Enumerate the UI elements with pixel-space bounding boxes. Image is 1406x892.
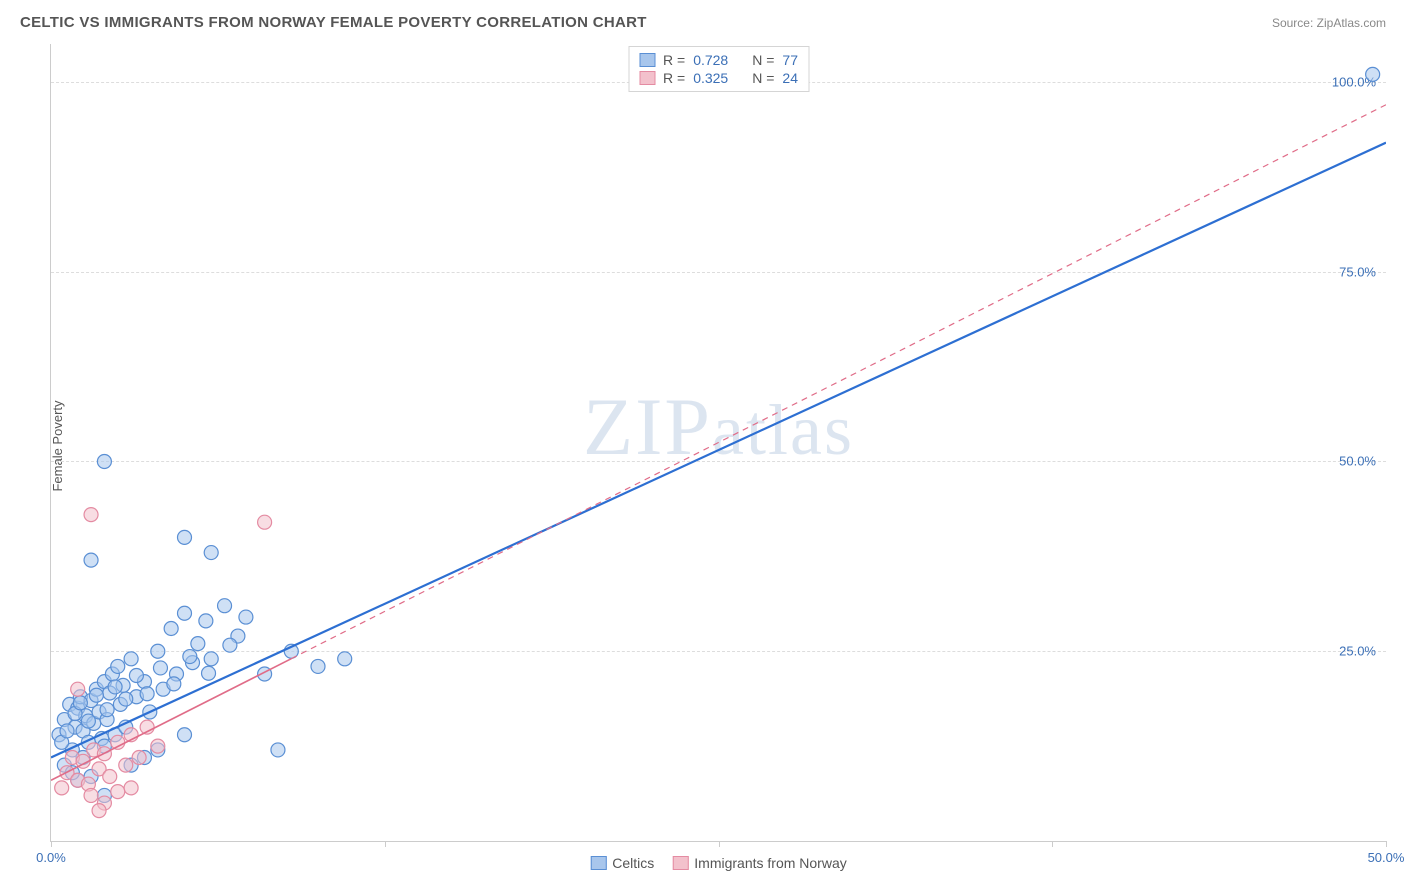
data-point (84, 508, 98, 522)
trend-line-dashed (291, 105, 1386, 659)
legend-item-celtics: Celtics (590, 855, 654, 871)
data-point (191, 637, 205, 651)
r-value-norway: 0.325 (693, 70, 728, 86)
legend-item-norway: Immigrants from Norway (672, 855, 846, 871)
source-attribution: Source: ZipAtlas.com (1272, 16, 1386, 30)
data-point (204, 546, 218, 560)
data-point (271, 743, 285, 757)
legend-row-celtics: R = 0.728 N = 77 (639, 51, 798, 69)
n-label: N = (752, 52, 774, 68)
data-point (111, 785, 125, 799)
n-value-norway: 24 (782, 70, 798, 86)
legend-row-norway: R = 0.325 N = 24 (639, 69, 798, 87)
data-point (167, 677, 181, 691)
n-value-celtics: 77 (782, 52, 798, 68)
data-point (132, 751, 146, 765)
swatch-celtics (639, 53, 655, 67)
data-point (199, 614, 213, 628)
data-point (151, 644, 165, 658)
chart-title: CELTIC VS IMMIGRANTS FROM NORWAY FEMALE … (20, 14, 647, 31)
data-point (183, 650, 197, 664)
data-point (164, 621, 178, 635)
data-point (119, 692, 133, 706)
xtick (1052, 841, 1053, 847)
data-point (124, 652, 138, 666)
scatter-svg (51, 44, 1386, 841)
xtick-label: 50.0% (1368, 850, 1405, 865)
xtick (51, 841, 52, 847)
data-point (178, 728, 192, 742)
data-point (223, 638, 237, 652)
data-point (97, 454, 111, 468)
data-point (129, 669, 143, 683)
data-point (81, 714, 95, 728)
r-label: R = (663, 52, 685, 68)
chart-plot-area: ZIPatlas R = 0.728 N = 77 R = 0.325 N = … (50, 44, 1386, 842)
correlation-legend: R = 0.728 N = 77 R = 0.325 N = 24 (628, 46, 809, 92)
swatch-celtics-icon (590, 856, 606, 870)
trend-line-solid (51, 143, 1386, 758)
data-point (202, 666, 216, 680)
data-point (178, 530, 192, 544)
data-point (119, 758, 133, 772)
series-legend: Celtics Immigrants from Norway (590, 855, 846, 871)
data-point (60, 724, 74, 738)
swatch-norway (639, 71, 655, 85)
data-point (124, 781, 138, 795)
data-point (1366, 67, 1380, 81)
data-point (71, 682, 85, 696)
data-point (311, 659, 325, 673)
xtick (719, 841, 720, 847)
xtick-label: 0.0% (36, 850, 66, 865)
data-point (92, 804, 106, 818)
data-point (204, 652, 218, 666)
data-point (338, 652, 352, 666)
legend-label-norway: Immigrants from Norway (694, 855, 846, 871)
data-point (151, 739, 165, 753)
data-point (218, 599, 232, 613)
data-point (89, 688, 103, 702)
data-point (111, 659, 125, 673)
data-point (73, 696, 87, 710)
data-point (103, 769, 117, 783)
data-point (153, 661, 167, 675)
chart-header: CELTIC VS IMMIGRANTS FROM NORWAY FEMALE … (0, 0, 1406, 41)
data-point (258, 515, 272, 529)
n-label: N = (752, 70, 774, 86)
data-point (84, 788, 98, 802)
xtick (1386, 841, 1387, 847)
data-point (140, 687, 154, 701)
legend-label-celtics: Celtics (612, 855, 654, 871)
r-label: R = (663, 70, 685, 86)
data-point (84, 553, 98, 567)
swatch-norway-icon (672, 856, 688, 870)
data-point (100, 703, 114, 717)
data-point (178, 606, 192, 620)
r-value-celtics: 0.728 (693, 52, 728, 68)
data-point (55, 781, 69, 795)
xtick (385, 841, 386, 847)
data-point (239, 610, 253, 624)
data-point (108, 680, 122, 694)
